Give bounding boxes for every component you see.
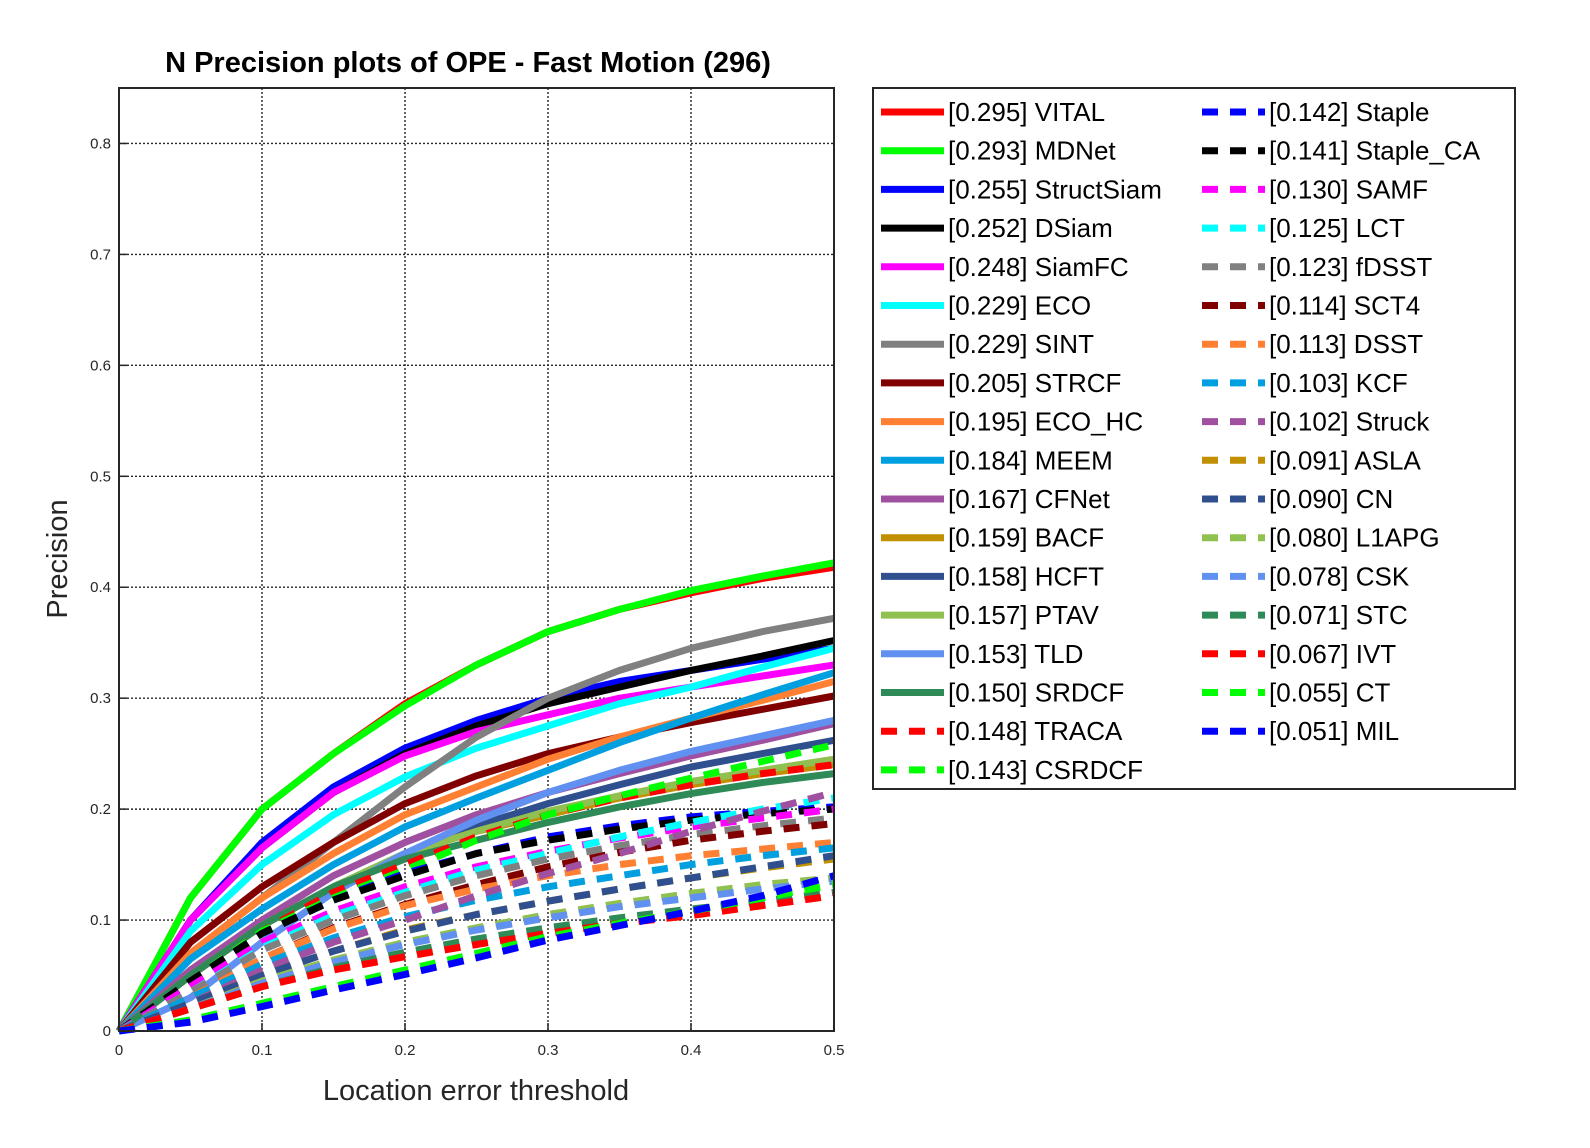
- legend-entry-label: [0.051] MIL: [1269, 716, 1399, 746]
- axis-ticks: 0 0.1 0.2 0.3 0.4 0.5 0 0.1 0.2 0.3 0.4 0.5 0.6 0.7 0.…: [90, 135, 844, 1059]
- legend-entry-label: [0.080] L1APG: [1269, 523, 1440, 553]
- x-tick-label: 0.4: [681, 1042, 702, 1059]
- legend-entry-label: [0.125] LCT: [1269, 213, 1405, 243]
- series-line: [116, 692, 835, 1034]
- legend-entry-label: [0.102] Struck: [1269, 407, 1430, 437]
- series-line: [116, 644, 835, 1034]
- legend-entry-label: [0.123] fDSST: [1269, 252, 1432, 282]
- series-line: [116, 720, 835, 1034]
- series-line: [117, 838, 835, 1035]
- legend-entry-label: [0.142] Staple: [1269, 97, 1429, 127]
- series-line: [117, 892, 835, 1035]
- legend-entry-label: [0.293] MDNet: [948, 136, 1116, 166]
- chart-title: N Precision plots of OPE - Fast Motion (…: [165, 47, 771, 79]
- y-axis-title: Precision: [42, 499, 74, 618]
- series-line: [115, 559, 835, 1033]
- x-tick-label: 0.3: [538, 1042, 559, 1059]
- series-line: [116, 669, 836, 1034]
- series-line: [116, 805, 835, 1034]
- legend-entry-label: [0.067] IVT: [1269, 639, 1396, 669]
- legend-entry-label: [0.143] CSRDCF: [948, 755, 1143, 785]
- legend-entry-label: [0.078] CSK: [1269, 561, 1410, 591]
- series-line: [117, 820, 835, 1035]
- y-tick-label: 0.2: [90, 801, 111, 818]
- series-line: [117, 716, 835, 1035]
- legend-entry-label: [0.167] CFNet: [948, 484, 1111, 514]
- legend-entry-label: [0.255] StructSiam: [948, 174, 1162, 204]
- y-tick-label: 0: [103, 1023, 111, 1040]
- x-tick-label: 0: [115, 1042, 123, 1059]
- legend-entry-label: [0.153] TLD: [948, 639, 1083, 669]
- series-line: [118, 872, 835, 1035]
- legend: [0.295] VITAL [0.293] MDNet [0.255] Struct…: [881, 97, 1481, 785]
- grid-lines: [119, 88, 834, 1031]
- legend-entry-label: [0.103] KCF: [1269, 368, 1408, 398]
- legend-entry-label: [0.148] TRACA: [948, 716, 1123, 746]
- legend-entry-label: [0.071] STC: [1269, 600, 1408, 630]
- legend-entry-label: [0.159] BACF: [948, 523, 1104, 553]
- legend-entry-label: [0.114] SCT4: [1269, 291, 1420, 321]
- x-tick-label: 0.5: [824, 1042, 845, 1059]
- legend-entry-label: [0.150] SRDCF: [948, 678, 1124, 708]
- x-tick-label: 0.1: [252, 1042, 273, 1059]
- legend-entry-label: [0.141] Staple_CA: [1269, 136, 1481, 166]
- legend-entry-label: [0.229] ECO: [948, 291, 1091, 321]
- series-line: [117, 844, 835, 1035]
- legend-entry-label: [0.184] MEEM: [948, 445, 1113, 475]
- series-lines: [115, 559, 836, 1035]
- y-tick-label: 0.1: [90, 912, 111, 929]
- legend-entry-label: [0.229] SINT: [948, 329, 1094, 359]
- legend-box: [872, 87, 1516, 790]
- legend-entry-label: [0.055] CT: [1269, 678, 1391, 708]
- legend-entry-label: [0.090] CN: [1269, 484, 1393, 514]
- series-line: [117, 789, 835, 1035]
- legend-entry-label: [0.252] DSiam: [948, 213, 1113, 243]
- y-tick-label: 0.6: [90, 357, 111, 374]
- legend-entry-label: [0.295] VITAL: [948, 97, 1105, 127]
- y-tick-label: 0.4: [90, 579, 111, 596]
- x-axis-title: Location error threshold: [323, 1075, 629, 1107]
- y-tick-label: 0.5: [90, 468, 111, 485]
- legend-entry-label: [0.248] SiamFC: [948, 252, 1129, 282]
- legend-entry-label: [0.091] ASLA: [1269, 445, 1421, 475]
- legend-entry-label: [0.130] SAMF: [1269, 174, 1428, 204]
- legend-entry-label: [0.205] STRCF: [948, 368, 1121, 398]
- y-tick-label: 0.3: [90, 690, 111, 707]
- y-tick-label: 0.8: [90, 135, 111, 152]
- legend-entry-label: [0.158] HCFT: [948, 561, 1104, 591]
- series-line: [117, 852, 835, 1035]
- series-line: [117, 794, 835, 1035]
- legend-entry-label: [0.113] DSST: [1269, 329, 1423, 359]
- x-tick-label: 0.2: [395, 1042, 416, 1059]
- y-tick-label: 0.7: [90, 246, 111, 263]
- legend-entry-label: [0.195] ECO_HC: [948, 407, 1143, 437]
- legend-entry-label: [0.157] PTAV: [948, 600, 1099, 630]
- plot-frame: [118, 87, 835, 1032]
